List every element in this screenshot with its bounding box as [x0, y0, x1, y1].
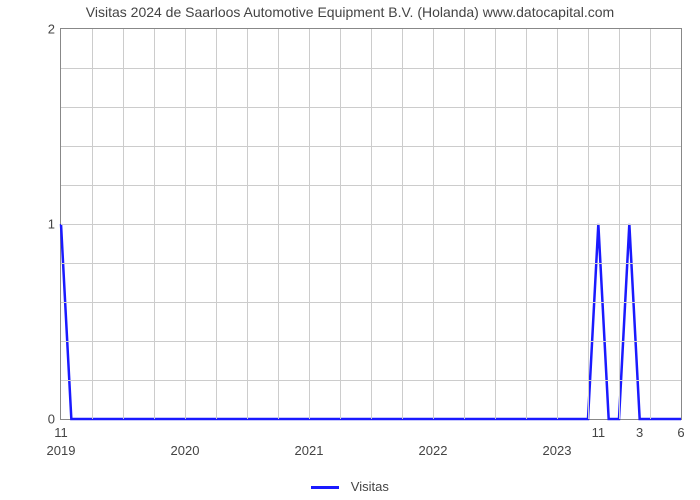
- gridline-horizontal-minor: [61, 263, 681, 264]
- gridline-horizontal-minor: [61, 68, 681, 69]
- y-tick-label: 1: [48, 217, 55, 232]
- x-month-label: 3: [636, 425, 643, 440]
- legend-label: Visitas: [351, 479, 389, 494]
- gridline-horizontal-minor: [61, 380, 681, 381]
- gridline-horizontal-minor: [61, 341, 681, 342]
- legend-swatch: [311, 486, 339, 489]
- x-year-label: 2021: [295, 443, 324, 458]
- x-month-label: 11: [592, 425, 606, 440]
- gridline-horizontal: [61, 224, 681, 225]
- x-year-label: 2022: [419, 443, 448, 458]
- x-year-label: 2019: [47, 443, 76, 458]
- plot-area: 01220192020202120222023111136: [60, 28, 682, 420]
- gridline-horizontal-minor: [61, 107, 681, 108]
- chart-container: Visitas 2024 de Saarloos Automotive Equi…: [0, 0, 700, 500]
- gridline-horizontal-minor: [61, 302, 681, 303]
- chart-title: Visitas 2024 de Saarloos Automotive Equi…: [0, 4, 700, 20]
- y-tick-label: 2: [48, 22, 55, 37]
- legend: Visitas: [0, 479, 700, 494]
- gridline-horizontal-minor: [61, 185, 681, 186]
- x-year-label: 2020: [171, 443, 200, 458]
- x-month-label: 11: [54, 425, 68, 440]
- gridline-horizontal-minor: [61, 146, 681, 147]
- x-year-label: 2023: [543, 443, 572, 458]
- x-month-label: 6: [677, 425, 684, 440]
